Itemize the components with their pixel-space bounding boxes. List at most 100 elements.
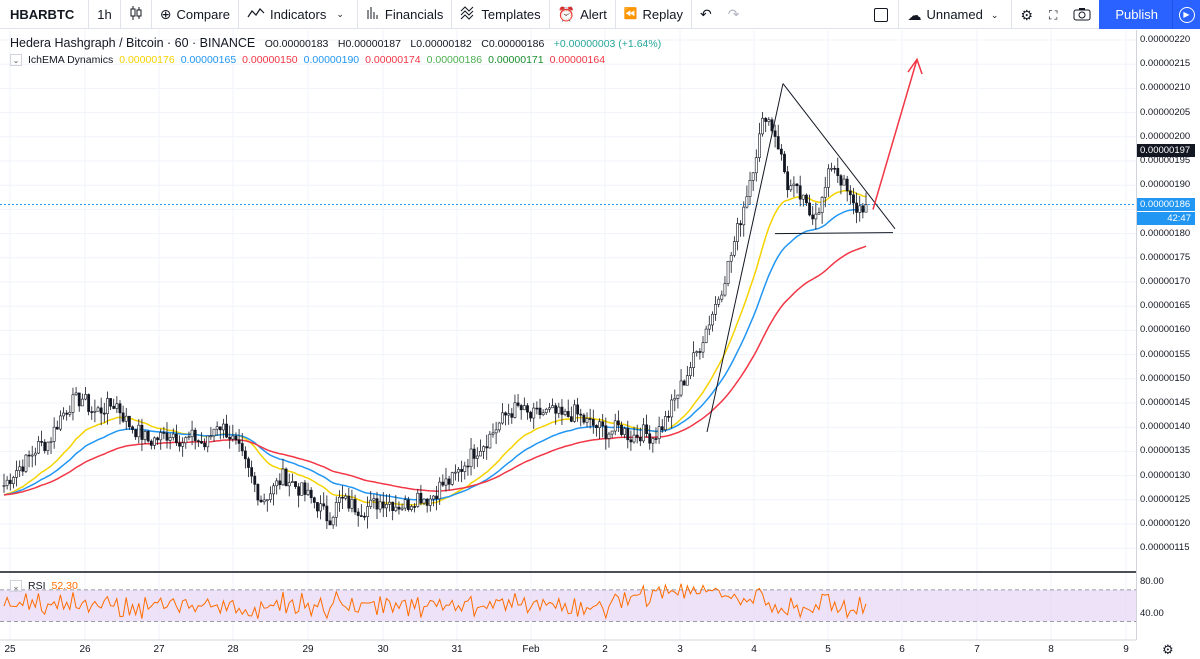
trend-line-upper[interactable] — [782, 83, 896, 230]
candle-body — [250, 467, 254, 477]
price-tick-label: 0.00000130 — [1140, 469, 1191, 481]
candle-body — [347, 495, 351, 509]
layout-name-button[interactable]: ☁ Unnamed ⌄ — [898, 0, 1013, 29]
indicator-value: 0.00000165 — [180, 54, 237, 66]
candle-body — [786, 171, 790, 191]
candle-body — [406, 499, 410, 510]
indicators-button[interactable]: Indicators ⌄ — [239, 0, 358, 29]
candle-body — [149, 440, 153, 446]
candle-body — [582, 414, 586, 423]
candle-body — [701, 342, 705, 353]
projection-arrow[interactable] — [872, 59, 918, 210]
expand-button[interactable]: ⛶ — [1041, 0, 1065, 29]
candle-body — [704, 328, 708, 343]
financials-button[interactable]: Financials — [358, 0, 453, 29]
trend-line-left[interactable] — [706, 83, 784, 433]
candle-body — [112, 405, 116, 409]
candle-body — [773, 130, 777, 137]
rsi-series-line — [3, 583, 867, 620]
candle-body — [842, 178, 846, 186]
drawing-tools[interactable] — [706, 57, 923, 433]
indicator-value: 0.00000174 — [365, 54, 421, 66]
candle-body — [312, 497, 316, 503]
rsi-band — [0, 589, 1136, 622]
candle-body — [196, 440, 200, 442]
time-axis-label: Feb — [522, 644, 540, 655]
candle-body — [18, 466, 22, 471]
candle-body — [222, 423, 225, 431]
legend-title: Hedera Hashgraph / Bitcoin · 60 · BINANC… — [10, 36, 256, 50]
candle-body — [341, 496, 344, 499]
candle-body — [381, 501, 385, 509]
collapse-icon[interactable]: ⌄ — [10, 580, 22, 592]
legend-low: L0.00000182 — [410, 38, 472, 50]
candle-body — [181, 442, 185, 447]
fullscreen-toggle-button[interactable] — [864, 0, 898, 29]
candle-body — [723, 283, 727, 296]
trend-line-support[interactable] — [774, 232, 894, 235]
time-axis-label: 31 — [451, 644, 463, 655]
chevron-down-icon: ⌄ — [336, 9, 344, 19]
candle-body — [761, 117, 764, 135]
time-axis-label: 26 — [79, 644, 91, 655]
candle-body — [168, 437, 172, 441]
publish-video-button[interactable]: ▶ — [1172, 0, 1200, 29]
candle-body — [388, 501, 391, 505]
candle-body — [488, 433, 492, 449]
chart-style-button[interactable] — [121, 0, 152, 29]
candle-body — [820, 196, 824, 213]
candle-body — [68, 412, 72, 415]
candle-body — [297, 486, 301, 496]
candle-body — [290, 481, 294, 483]
compare-button[interactable]: ⊕ Compare — [152, 0, 239, 29]
price-tick-label: 0.00000215 — [1140, 58, 1191, 70]
settings-button[interactable]: ⚙ — [1012, 0, 1041, 29]
price-tick-label: 0.00000165 — [1140, 300, 1191, 312]
candle-body — [84, 394, 87, 400]
candle-body — [657, 426, 661, 440]
candle-body — [711, 313, 714, 326]
time-axis-label: 25 — [4, 644, 16, 655]
time-axis-label: 27 — [153, 644, 165, 655]
rsi-value: 52.30 — [51, 580, 78, 592]
redo-button[interactable]: ↷ — [720, 0, 748, 29]
candle-body — [689, 367, 692, 376]
templates-button[interactable]: Templates — [452, 0, 550, 29]
price-tick-label: 0.00000155 — [1140, 348, 1191, 360]
candle-body — [808, 202, 811, 216]
candle-body — [513, 402, 517, 418]
time-axis-label: 7 — [974, 644, 980, 655]
candle-body — [8, 479, 12, 484]
alert-button[interactable]: ⏰ Alert — [550, 0, 616, 29]
candle-body — [96, 407, 100, 412]
ema-lines — [3, 189, 867, 506]
replay-button[interactable]: ⏪ Replay — [616, 0, 692, 29]
symbol-search-button[interactable]: HBARBTC — [0, 0, 90, 29]
interval-button[interactable]: 1h — [89, 0, 121, 29]
candle-body — [428, 498, 432, 506]
undo-button[interactable]: ↶ — [692, 0, 720, 29]
candle-body — [109, 398, 112, 407]
candle-body — [548, 407, 551, 410]
candle-body — [422, 498, 426, 504]
candle-body — [306, 489, 310, 495]
candle-body — [475, 455, 479, 459]
indicator-values: 0.00000176 0.00000165 0.00000150 0.00000190… — [117, 54, 609, 66]
gear-icon: ⚙ — [1020, 6, 1033, 23]
candle-body — [544, 408, 548, 414]
collapse-icon[interactable]: ⌄ — [10, 54, 22, 66]
candle-body — [538, 407, 542, 415]
candle-body — [453, 471, 457, 474]
price-tick-label: 0.00000160 — [1140, 324, 1191, 336]
candle-body — [240, 443, 244, 452]
candle-body — [118, 403, 122, 414]
candle-body — [203, 442, 207, 448]
bar-countdown: 42:47 — [1137, 211, 1195, 225]
publish-button[interactable]: Publish — [1099, 0, 1172, 29]
snapshot-button[interactable] — [1065, 0, 1099, 29]
price-axis[interactable] — [1136, 30, 1200, 640]
play-icon: ▶ — [1178, 6, 1195, 23]
chart-canvas[interactable] — [0, 30, 1136, 659]
gear-icon[interactable]: ⚙ — [1162, 642, 1174, 657]
indicators-icon — [247, 7, 265, 21]
